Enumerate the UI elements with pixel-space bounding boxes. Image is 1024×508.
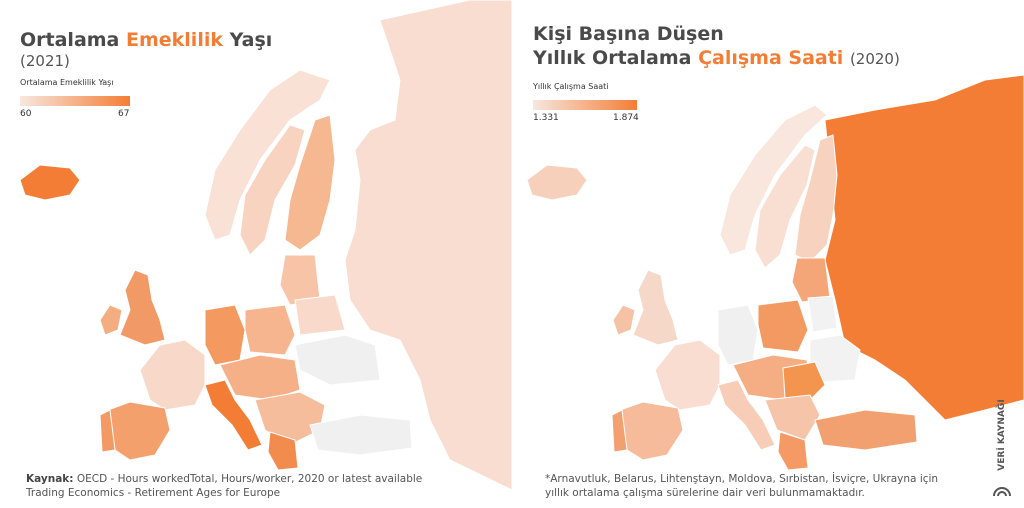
spain-region[interactable] — [619, 401, 684, 461]
left-legend-title: Ortalama Emeklilik Yaşı — [20, 78, 114, 87]
ireland-region[interactable] — [99, 304, 123, 336]
left-title-accent: Emeklilik — [126, 29, 223, 51]
right-legend-max: 1.874 — [613, 113, 639, 123]
sweden-region[interactable] — [754, 144, 816, 269]
russia-region[interactable] — [344, 0, 512, 491]
left-subtitle: (2021) — [20, 52, 70, 70]
right-legend-title: Yıllık Çalışma Saati — [533, 82, 609, 91]
note-line1: *Arnavutluk, Belarus, Lihtenştayn, Moldo… — [545, 473, 939, 485]
left-title: Ortalama Emeklilik Yaşı — [20, 28, 272, 52]
working-hours-map — [515, 0, 1024, 508]
right-legend-min: 1.331 — [533, 113, 559, 123]
norway-region[interactable] — [204, 69, 331, 241]
note-line2: yıllık ortalama çalışma sürelerine dair … — [545, 487, 865, 499]
working-hours-panel: Kişi Başına Düşen Yıllık Ortalama Çalışm… — [515, 0, 1024, 508]
norway-region[interactable] — [719, 104, 828, 256]
right-title-line2-part1: Yıllık Ortalama — [533, 47, 699, 69]
left-title-part1: Ortalama — [20, 29, 126, 51]
left-legend-bar — [20, 96, 130, 106]
source-line1: OECD - Hours workedTotal, Hours/worker, … — [73, 473, 423, 485]
spain-region[interactable] — [107, 401, 171, 461]
germany-region[interactable] — [717, 304, 759, 366]
sweden-region[interactable] — [239, 124, 306, 256]
iceland-region[interactable] — [526, 164, 588, 201]
italy-region[interactable] — [717, 379, 776, 451]
iceland-region[interactable] — [19, 164, 81, 201]
turkey-region[interactable] — [814, 409, 918, 451]
right-title-accent: Çalışma Saati — [698, 47, 844, 69]
uk-region[interactable] — [119, 269, 166, 346]
right-title-year: (2020) — [849, 50, 900, 68]
central-europe-region[interactable] — [219, 354, 301, 401]
brand-text: VERİ KAYNAĞI — [997, 399, 1007, 471]
belarus-region[interactable] — [807, 295, 838, 333]
right-legend-bar — [533, 100, 637, 110]
belarus-region[interactable] — [294, 294, 346, 336]
greece-region[interactable] — [267, 431, 299, 471]
left-legend-min: 60 — [20, 109, 32, 119]
greece-region[interactable] — [777, 431, 809, 471]
left-title-part2: Yaşı — [223, 29, 273, 51]
poland-region[interactable] — [757, 299, 809, 353]
retirement-age-panel: Ortalama Emeklilik Yaşı (2021) Ortalama … — [19, 0, 512, 500]
right-title-line2: Yıllık Ortalama Çalışma Saati (2020) — [533, 46, 900, 71]
turkey-region[interactable] — [309, 414, 413, 456]
source-label: Kaynak: — [26, 473, 74, 485]
finland-region[interactable] — [794, 134, 838, 263]
left-source: Kaynak: OECD - Hours workedTotal, Hours/… — [26, 472, 506, 500]
uk-region[interactable] — [632, 269, 679, 346]
right-title-line1: Kişi Başına Düşen — [533, 23, 724, 45]
germany-region[interactable] — [204, 304, 246, 366]
retirement-age-map — [19, 0, 512, 491]
right-note: *Arnavutluk, Belarus, Lihtenştayn, Moldo… — [545, 472, 965, 500]
portugal-region[interactable] — [611, 409, 628, 453]
poland-region[interactable] — [244, 304, 296, 356]
portugal-region[interactable] — [99, 409, 116, 453]
brand-signal-icon — [993, 487, 1011, 497]
ukraine-region[interactable] — [294, 334, 381, 386]
italy-region[interactable] — [204, 379, 263, 451]
russia-region[interactable] — [824, 74, 1024, 421]
ireland-region[interactable] — [612, 304, 636, 336]
balkans-region[interactable] — [764, 394, 821, 441]
finland-region[interactable] — [284, 114, 336, 251]
left-legend-max: 67 — [118, 109, 130, 119]
romania-region[interactable] — [782, 361, 826, 401]
source-line2: Trading Economics - Retirement Ages for … — [26, 487, 281, 499]
panel-divider — [512, 0, 515, 508]
brand-logo: VERİ KAYNAĞI — [990, 399, 1014, 500]
